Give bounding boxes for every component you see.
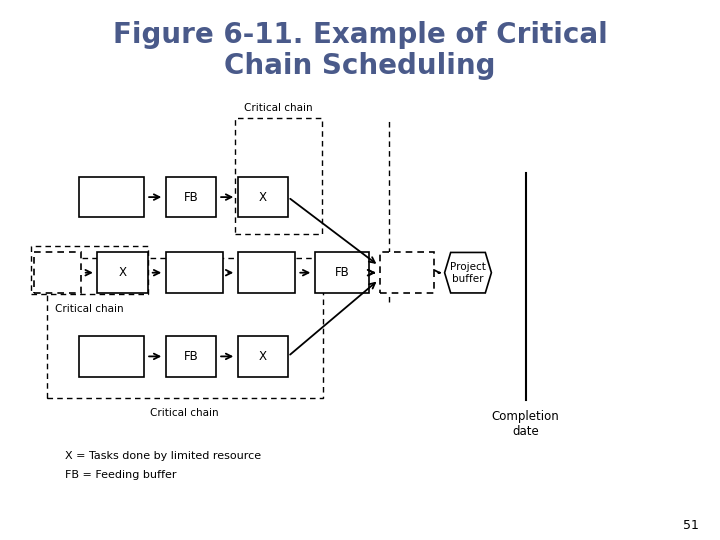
Text: Figure 6-11. Example of Critical: Figure 6-11. Example of Critical [112, 21, 608, 49]
Bar [166, 177, 216, 217]
Text: Critical chain: Critical chain [150, 408, 219, 418]
Text: Chain Scheduling: Chain Scheduling [224, 52, 496, 80]
Bar [166, 336, 216, 377]
Bar [79, 336, 144, 377]
Text: FB: FB [335, 266, 349, 279]
Polygon shape [445, 252, 491, 293]
Bar [47, 258, 323, 398]
Text: X: X [258, 191, 267, 204]
Bar [97, 252, 148, 293]
Text: X: X [258, 350, 267, 363]
Text: FB: FB [184, 350, 198, 363]
Text: Completion
date: Completion date [492, 410, 559, 438]
Bar [380, 252, 433, 293]
Bar [79, 177, 144, 217]
Text: Critical chain: Critical chain [244, 103, 313, 113]
Text: FB: FB [184, 191, 198, 204]
Bar [31, 246, 148, 294]
Text: X = Tasks done by limited resource: X = Tasks done by limited resource [65, 451, 261, 461]
Bar [238, 252, 295, 293]
Text: X: X [118, 266, 127, 279]
Bar [35, 252, 81, 293]
Bar [166, 252, 223, 293]
Text: FB = Feeding buffer: FB = Feeding buffer [65, 470, 176, 480]
Text: 51: 51 [683, 519, 698, 532]
Bar [238, 336, 288, 377]
Bar [315, 252, 369, 293]
Bar [238, 177, 288, 217]
Bar [235, 118, 322, 234]
Text: Project
buffer: Project buffer [450, 262, 486, 284]
Text: Critical chain: Critical chain [55, 304, 124, 314]
